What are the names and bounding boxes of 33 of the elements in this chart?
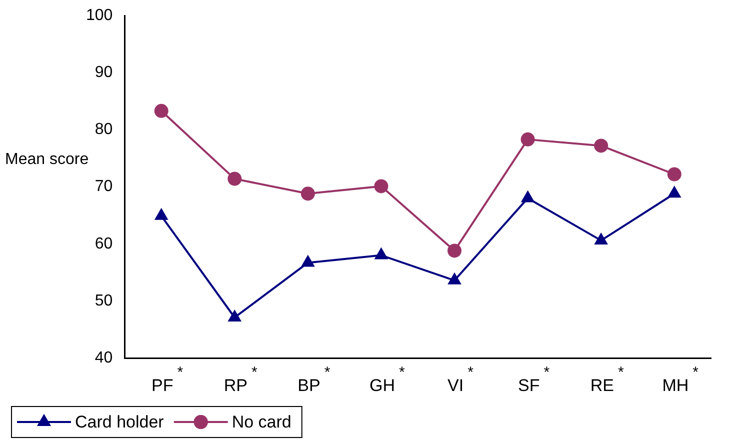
- x-tick-label: VI*: [448, 364, 474, 395]
- x-tick-label: SF*: [518, 364, 550, 395]
- x-tick-label: GH*: [370, 364, 406, 395]
- y-tick-label: 60: [94, 235, 113, 252]
- point: [448, 272, 462, 284]
- y-tick-label: 50: [94, 292, 113, 310]
- legend-label: Card holder: [75, 412, 164, 432]
- legend-label: No card: [232, 412, 292, 432]
- point: [300, 254, 315, 267]
- point: [520, 132, 535, 146]
- point: [300, 186, 315, 201]
- x-tick-label: MH*: [662, 364, 699, 395]
- point: [228, 309, 242, 322]
- point: [228, 172, 242, 186]
- y-tick-label: 100: [86, 7, 113, 24]
- y-tick-label: 40: [94, 349, 113, 366]
- y-tick-label: 80: [94, 121, 113, 138]
- point: [667, 186, 682, 198]
- y-tick-label: 90: [94, 64, 113, 82]
- x-tick-label: RE*: [590, 364, 624, 395]
- y-axis-title: Mean score: [5, 150, 89, 168]
- y-tick-label: 70: [94, 178, 113, 196]
- point: [374, 247, 388, 260]
- point: [594, 232, 608, 244]
- point: [520, 190, 535, 202]
- point: [154, 104, 168, 118]
- point: [154, 208, 168, 220]
- point: [594, 138, 608, 153]
- point: [374, 179, 388, 194]
- x-tick-label: BP*: [298, 364, 330, 395]
- x-tick-label: PF*: [152, 364, 184, 395]
- x-tick-label: RP*: [224, 364, 258, 395]
- point: [667, 167, 682, 182]
